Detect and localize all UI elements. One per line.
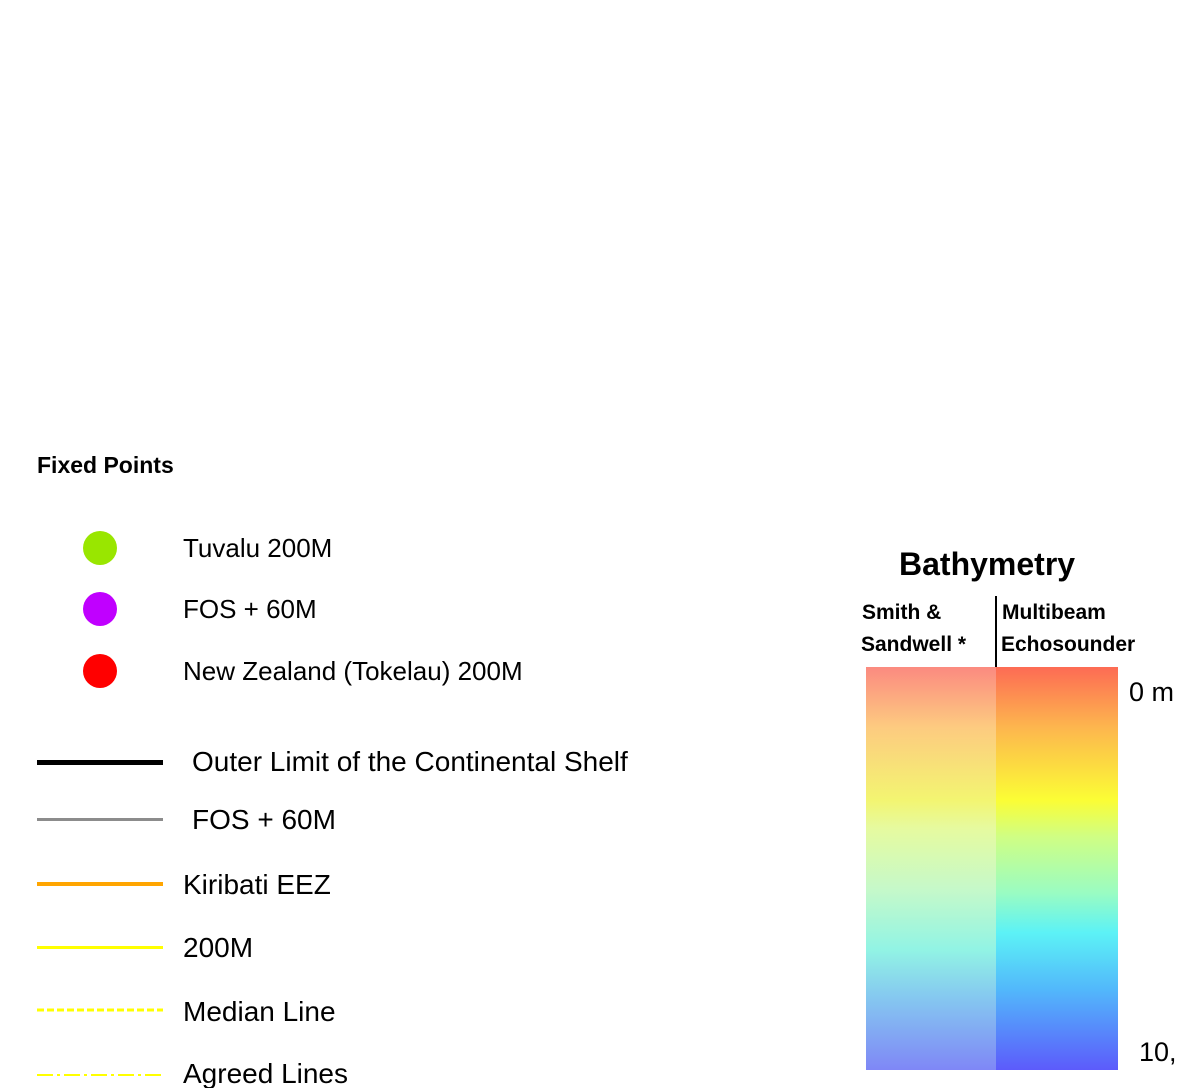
smith-sandwell-color-ramp (866, 667, 996, 1070)
multibeam-heading-line1: Multibeam (1002, 601, 1106, 624)
tuvalu-200m-point-icon (83, 531, 117, 565)
fos-60m-line-swatch (37, 818, 163, 821)
depth-bottom-label: 10, (1139, 1037, 1177, 1067)
median-line-swatch (37, 1008, 163, 1012)
column-divider (995, 596, 997, 668)
line-label-fos-60m: FOS + 60M (192, 804, 336, 835)
kiribati-eez-line-swatch (37, 882, 163, 886)
line-label-agreed-lines: Agreed Lines (183, 1058, 349, 1088)
point-label-new-zealand-tokelau-200m: New Zealand (Tokelau) 200M (183, 656, 523, 686)
legend-title: Fixed Points (37, 452, 174, 478)
line-label-kiribati-eez: Kiribati EEZ (183, 869, 331, 900)
smith-sandwell-heading-line2: Sandwell * (861, 633, 967, 656)
line-label-outer-limit: Outer Limit of the Continental Shelf (192, 746, 628, 777)
agreed-lines-swatch (37, 1074, 163, 1076)
multibeam-heading-line2: Echosounder (1001, 633, 1136, 656)
new-zealand-tokelau-200m-point-icon (83, 654, 117, 688)
smith-sandwell-heading-line1: Smith & (862, 601, 942, 624)
200m-line-swatch (37, 946, 163, 949)
point-label-tuvalu-200m: Tuvalu 200M (183, 533, 333, 563)
line-label-200m: 200M (183, 932, 254, 963)
multibeam-color-ramp (996, 667, 1118, 1070)
fos-60m-point-icon (83, 592, 117, 626)
outer-limit-line-swatch (37, 760, 163, 765)
point-label-fos-60m: FOS + 60M (183, 594, 317, 624)
line-label-median-line: Median Line (183, 996, 336, 1027)
depth-top-label: 0 m (1129, 677, 1175, 707)
bathymetry-title: Bathymetry (899, 546, 1076, 582)
